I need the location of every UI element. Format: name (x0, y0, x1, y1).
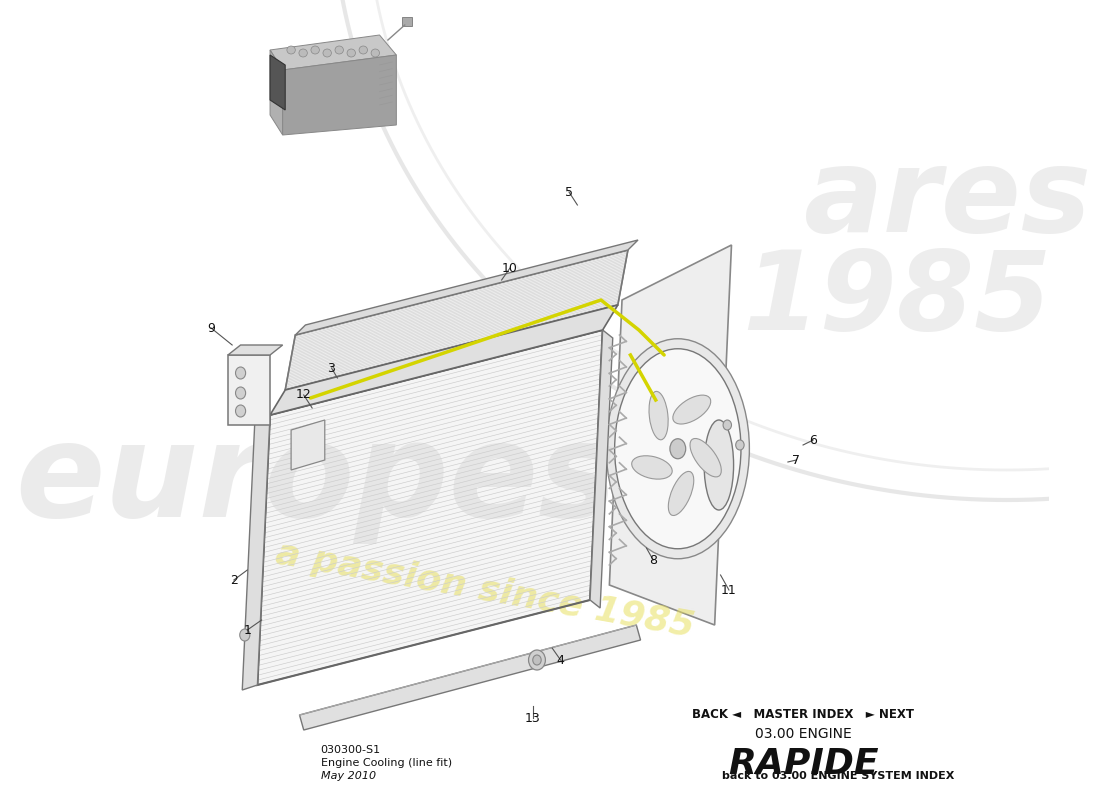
Ellipse shape (346, 49, 355, 57)
Text: 9: 9 (207, 322, 215, 334)
Polygon shape (257, 330, 603, 685)
Polygon shape (292, 420, 324, 470)
Polygon shape (270, 35, 396, 70)
Ellipse shape (359, 46, 367, 54)
Ellipse shape (673, 395, 711, 424)
Text: 5: 5 (565, 186, 573, 198)
Polygon shape (299, 625, 640, 730)
Text: 12: 12 (296, 389, 311, 402)
Ellipse shape (287, 46, 295, 54)
Ellipse shape (631, 456, 672, 479)
Circle shape (235, 367, 245, 379)
Text: 1985: 1985 (742, 246, 1052, 354)
Circle shape (532, 655, 541, 665)
Text: a passion since 1985: a passion since 1985 (273, 537, 696, 643)
Ellipse shape (371, 49, 380, 57)
Polygon shape (285, 250, 628, 390)
Text: europes: europes (15, 417, 617, 543)
Text: May 2010: May 2010 (320, 771, 376, 781)
Polygon shape (270, 305, 618, 415)
Ellipse shape (690, 438, 722, 477)
Ellipse shape (669, 471, 694, 515)
Ellipse shape (311, 46, 319, 54)
Text: 1: 1 (243, 623, 251, 637)
Polygon shape (270, 55, 285, 110)
Circle shape (235, 405, 245, 417)
Text: 7: 7 (792, 454, 801, 466)
Polygon shape (295, 240, 638, 335)
Ellipse shape (606, 338, 749, 558)
Text: ares: ares (804, 142, 1092, 258)
Text: 13: 13 (525, 711, 540, 725)
Circle shape (736, 440, 744, 450)
Ellipse shape (299, 49, 307, 57)
Text: 030300-S1: 030300-S1 (320, 745, 381, 755)
Ellipse shape (323, 49, 331, 57)
Text: BACK ◄   MASTER INDEX   ► NEXT: BACK ◄ MASTER INDEX ► NEXT (693, 708, 914, 721)
Text: 8: 8 (649, 554, 657, 566)
Ellipse shape (615, 349, 741, 549)
Text: 6: 6 (810, 434, 817, 446)
Text: back to 03.00 ENGINE SYSTEM INDEX: back to 03.00 ENGINE SYSTEM INDEX (723, 771, 955, 781)
Text: 3: 3 (328, 362, 336, 374)
Text: RAPIDE: RAPIDE (728, 747, 879, 781)
Circle shape (240, 629, 250, 641)
Text: 11: 11 (722, 583, 737, 597)
Ellipse shape (670, 438, 685, 458)
Polygon shape (590, 330, 613, 608)
Circle shape (235, 387, 245, 399)
Bar (403, 17, 412, 26)
Text: 03.00 ENGINE: 03.00 ENGINE (755, 727, 851, 742)
Polygon shape (228, 345, 283, 355)
Text: 10: 10 (502, 262, 518, 274)
Polygon shape (228, 355, 270, 425)
Text: Engine Cooling (line fit): Engine Cooling (line fit) (320, 758, 452, 768)
Ellipse shape (704, 420, 734, 510)
Polygon shape (270, 50, 283, 135)
Text: 2: 2 (230, 574, 238, 586)
Polygon shape (283, 55, 396, 135)
Circle shape (529, 650, 546, 670)
Text: 4: 4 (557, 654, 564, 666)
Ellipse shape (336, 46, 343, 54)
Polygon shape (242, 415, 270, 690)
Polygon shape (609, 245, 732, 625)
Ellipse shape (649, 391, 668, 440)
Circle shape (723, 420, 732, 430)
